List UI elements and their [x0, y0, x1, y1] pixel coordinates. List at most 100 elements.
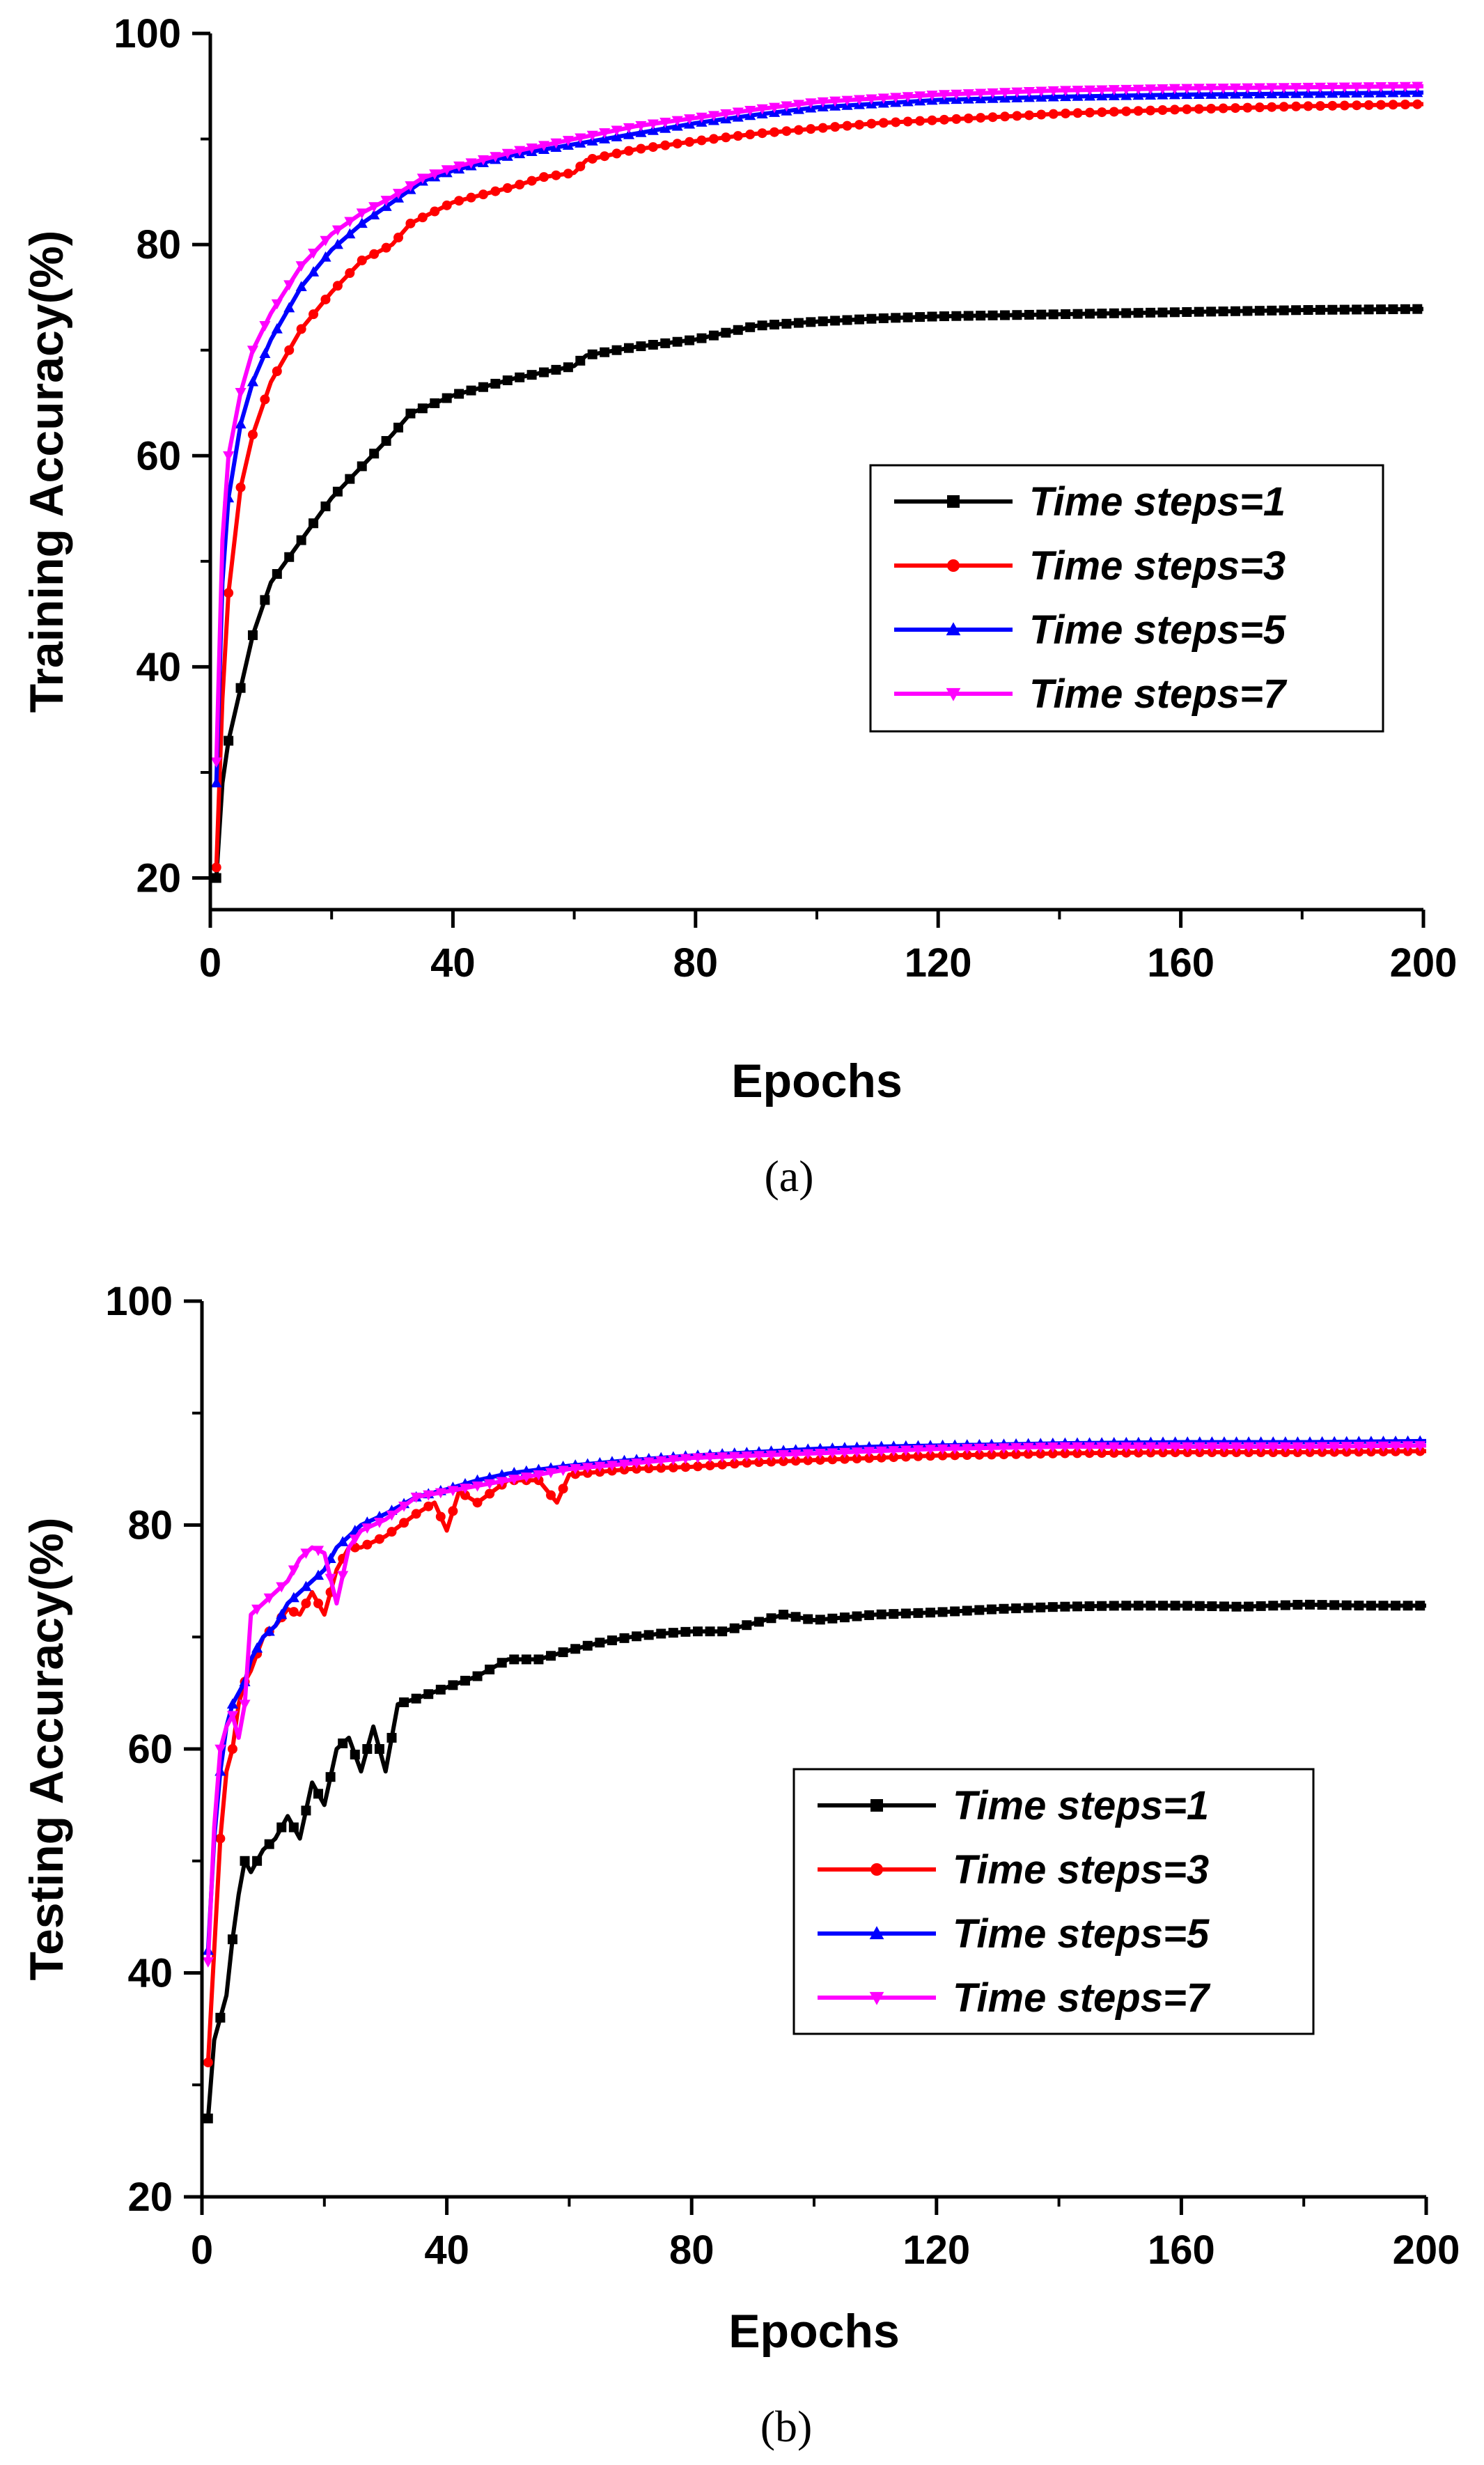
- data-point: [1097, 1448, 1107, 1459]
- data-point: [986, 1449, 997, 1460]
- data-point: [210, 757, 222, 768]
- data-point: [974, 1449, 985, 1460]
- data-point: [1169, 307, 1180, 318]
- data-point: [453, 161, 465, 172]
- data-point: [1011, 1603, 1022, 1614]
- legend-item-2: Time steps=3: [894, 543, 1286, 589]
- data-point: [806, 124, 816, 134]
- data-point: [1146, 105, 1156, 116]
- data-point: [1060, 86, 1072, 97]
- data-point: [900, 1445, 912, 1456]
- data-point: [912, 1445, 924, 1456]
- data-point: [515, 180, 525, 190]
- data-point: [1291, 305, 1302, 316]
- data-point: [271, 322, 283, 334]
- legend-item-1: Time steps=1: [894, 479, 1286, 524]
- data-point: [1402, 1441, 1414, 1452]
- data-point: [913, 1451, 923, 1461]
- data-point: [618, 1459, 630, 1470]
- data-point: [1341, 1600, 1352, 1610]
- data-point: [1303, 101, 1313, 111]
- data-point: [1388, 100, 1398, 110]
- data-point: [680, 1454, 692, 1465]
- series-4: [202, 1441, 1427, 1968]
- data-point: [1242, 306, 1253, 316]
- data-point: [520, 1472, 532, 1483]
- data-point: [423, 1490, 435, 1501]
- data-point: [582, 1640, 593, 1651]
- data-point: [1132, 84, 1144, 95]
- data-point: [1218, 1442, 1230, 1453]
- data-point: [1304, 1599, 1315, 1610]
- data-point: [447, 1486, 459, 1497]
- data-point: [1048, 109, 1059, 119]
- data-point: [950, 1606, 960, 1617]
- y-tick-label: 20: [127, 2175, 173, 2220]
- data-point: [320, 501, 331, 512]
- data-point: [636, 143, 646, 154]
- data-point: [648, 339, 658, 350]
- data-point: [300, 1548, 312, 1560]
- data-point: [733, 325, 743, 335]
- data-point: [1339, 304, 1350, 315]
- data-point: [1084, 85, 1095, 96]
- data-point: [732, 107, 744, 118]
- data-point: [1378, 1601, 1389, 1611]
- data-point: [308, 248, 320, 259]
- data-point: [974, 1605, 985, 1615]
- data-point: [538, 141, 550, 152]
- data-point: [781, 318, 792, 329]
- data-point: [251, 1604, 263, 1615]
- data-point: [490, 378, 501, 389]
- data-point: [890, 93, 902, 104]
- data-point: [926, 91, 938, 101]
- data-point: [1387, 81, 1399, 93]
- data-point: [692, 1453, 704, 1464]
- data-point: [949, 1444, 961, 1455]
- data-point: [533, 1470, 545, 1481]
- data-point: [1268, 1601, 1279, 1611]
- data-point: [345, 474, 355, 484]
- data-point: [1266, 83, 1278, 94]
- x-axis-title: Epochs: [731, 1055, 903, 1107]
- data-point: [1047, 1448, 1058, 1459]
- data-point: [623, 123, 635, 134]
- data-point: [325, 1573, 336, 1585]
- data-point: [332, 281, 343, 291]
- data-point: [1244, 1601, 1254, 1612]
- data-point: [1329, 1442, 1341, 1452]
- data-point: [939, 311, 949, 322]
- data-point: [937, 1450, 948, 1461]
- data-point: [1364, 100, 1374, 110]
- data-point: [308, 266, 320, 277]
- data-point: [1391, 1601, 1401, 1611]
- data-point: [373, 1518, 385, 1528]
- data-point: [838, 1447, 850, 1459]
- data-point: [1181, 84, 1193, 95]
- data-point: [888, 1446, 900, 1456]
- data-point: [1024, 309, 1034, 320]
- data-point: [570, 1464, 581, 1475]
- data-point: [247, 630, 258, 640]
- chart-panel-b: 0 40 80 120 160 200 20 40 60 80 100 Epochs Testing A…: [20, 1279, 1460, 2451]
- data-point: [1315, 304, 1325, 315]
- data-point: [839, 1612, 850, 1623]
- data-point: [240, 1856, 250, 1866]
- data-point: [914, 91, 926, 102]
- data-point: [635, 120, 647, 132]
- data-point: [1242, 83, 1253, 94]
- data-point: [502, 375, 513, 386]
- data-point: [757, 128, 767, 139]
- data-point: [284, 345, 295, 355]
- data-point: [643, 1463, 654, 1474]
- data-point: [1036, 1602, 1046, 1612]
- data-point: [466, 385, 476, 396]
- data-point: [606, 1461, 618, 1471]
- data-point: [1377, 1441, 1389, 1452]
- data-point: [765, 1450, 777, 1461]
- data-point: [1036, 309, 1047, 320]
- data-point: [1314, 82, 1326, 93]
- data-point: [276, 1582, 288, 1593]
- data-point: [1205, 84, 1217, 94]
- data-point: [1412, 99, 1423, 109]
